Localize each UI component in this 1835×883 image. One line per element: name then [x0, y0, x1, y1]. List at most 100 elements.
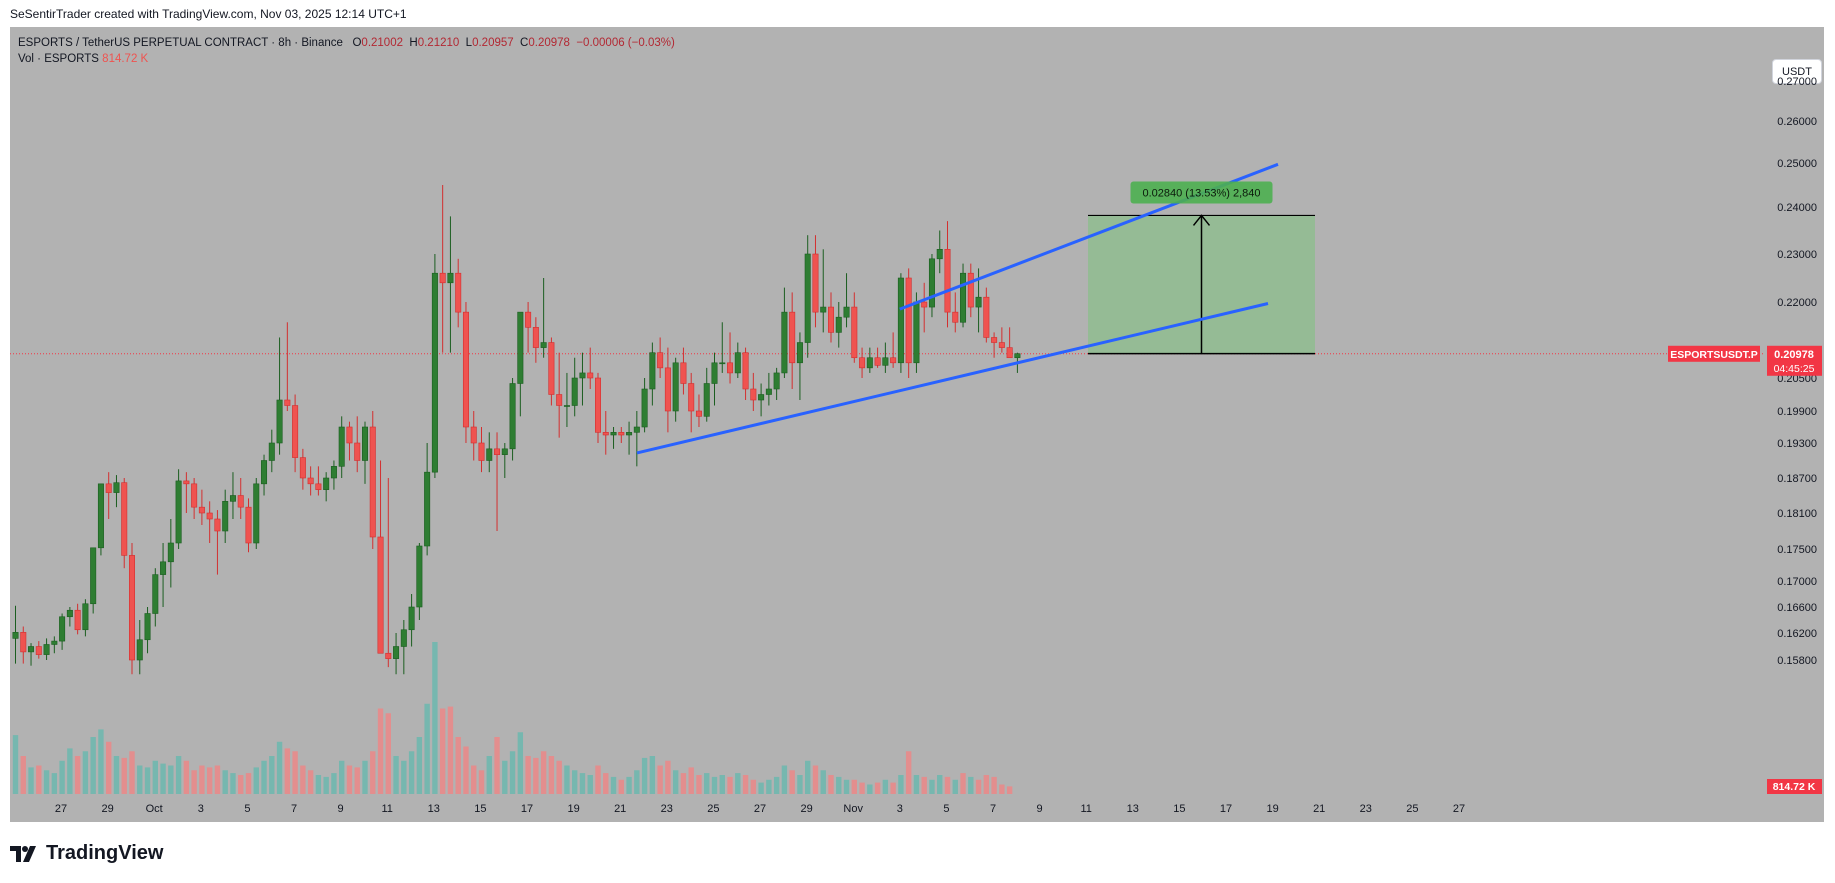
volume-bar: [828, 775, 834, 794]
candle: [206, 512, 213, 520]
volume-bar: [20, 756, 26, 794]
legend-low-value: 0.20957: [472, 37, 514, 49]
volume-bar: [548, 756, 555, 794]
candle: [129, 555, 136, 661]
time-axis[interactable]: 27 29 Oct 3 5 7 9 11 13 15 17 19 21 23 25 27 29 Nov 3 5 7 9 11…: [10, 794, 1765, 822]
volume-bar: [471, 765, 477, 794]
candle: [377, 536, 384, 654]
volume-bar: [610, 776, 617, 794]
candle: [991, 337, 998, 343]
volume-tag-bg: [1767, 779, 1822, 794]
volume-bar: [245, 773, 252, 794]
legend-open-label: O: [352, 37, 362, 49]
volume-bar: [331, 773, 337, 794]
candle: [361, 426, 368, 461]
candle: [688, 383, 695, 412]
candle: [812, 253, 819, 313]
tradingview-logo[interactable]: TradingView: [10, 842, 163, 865]
candle: [975, 296, 982, 308]
volume-bar: [867, 784, 873, 794]
volume-bar: [168, 765, 174, 794]
date-tick-label: 29: [800, 803, 812, 815]
volume-bar: [416, 737, 423, 794]
date-tick-label: 17: [521, 803, 533, 815]
volume-bar: [595, 765, 601, 794]
volume-bar: [820, 770, 826, 794]
date-tick-label: 5: [943, 803, 949, 815]
candle: [245, 506, 252, 544]
candle: [657, 352, 664, 369]
candle: [719, 362, 726, 365]
candle: [501, 448, 508, 455]
candle: [765, 388, 772, 395]
legend-symbol[interactable]: ESPORTS / TetherUS PERPETUAL CONTRACT · …: [18, 37, 343, 49]
candle: [928, 258, 935, 308]
legend-change: −0.00006 (−0.03%): [576, 37, 675, 49]
candle: [540, 342, 547, 348]
volume-bar: [191, 770, 197, 794]
volume-bar: [339, 760, 345, 794]
ticker-tag: ESPORTSUSDT.P: [1670, 349, 1758, 361]
candle: [936, 249, 943, 260]
chart-area[interactable]: 0.02840 (13.53%) 2,840 ESPORTSUSDT.P ESPO…: [10, 27, 1824, 822]
volume-bar: [773, 776, 780, 794]
volume-bar: [106, 741, 112, 794]
candle: [20, 632, 27, 653]
candle: [672, 362, 679, 412]
candle: [136, 639, 143, 661]
volume-bar: [851, 779, 857, 794]
volume-bar: [626, 776, 632, 794]
date-tick-label: 9: [1037, 803, 1043, 815]
volume-bar: [789, 770, 795, 794]
candle: [284, 399, 291, 406]
volume-bar: [921, 776, 927, 794]
legend-volume-label[interactable]: Vol · ESPORTS: [18, 53, 99, 65]
candle: [664, 367, 671, 412]
volume-bar: [688, 767, 694, 794]
date-tick-label: 27: [1453, 803, 1465, 815]
date-tick-label: 9: [338, 803, 344, 815]
volume-bar: [315, 775, 322, 794]
volume-bar: [913, 775, 920, 794]
candle: [261, 460, 268, 485]
volume-bar: [898, 775, 904, 794]
candle: [789, 311, 796, 364]
candle: [160, 561, 167, 575]
volume-bar: [991, 776, 997, 794]
volume-bar: [843, 779, 850, 794]
candle: [385, 652, 392, 659]
volume-bar: [750, 779, 757, 794]
candle: [548, 342, 555, 395]
volume-bar: [649, 756, 656, 794]
candle: [602, 432, 609, 436]
price-tick-label: 0.16200: [1777, 628, 1817, 640]
currency-button[interactable]: USDT: [1772, 59, 1822, 84]
volume-bar: [579, 773, 586, 794]
price-axis[interactable]: 0.27000 0.26000 0.25000 0.24000 0.23000 0.220…: [1765, 27, 1824, 822]
date-tick-label: 19: [567, 803, 579, 815]
candle: [641, 388, 648, 428]
candle: [494, 448, 501, 455]
volume-bar: [525, 756, 531, 794]
price-tick-label: 0.17000: [1777, 576, 1817, 588]
volume-bar: [890, 782, 896, 794]
candle: [268, 442, 275, 461]
candle: [843, 306, 850, 318]
candle: [874, 357, 881, 366]
candle: [400, 629, 407, 647]
candle: [835, 316, 842, 333]
volume-bar: [781, 765, 788, 794]
volume-bar: [603, 773, 609, 794]
candle: [890, 357, 897, 364]
price-tick-label: 0.25000: [1777, 158, 1817, 170]
volume-bar: [67, 748, 73, 794]
candle: [113, 482, 120, 493]
candle: [214, 518, 221, 532]
candle: [633, 426, 640, 433]
price-plot[interactable]: 0.02840 (13.53%) 2,840 ESPORTSUSDT.P: [10, 27, 1765, 794]
date-tick-label: 25: [707, 803, 719, 815]
candle: [393, 646, 400, 659]
price-tick-label: 0.15800: [1777, 655, 1817, 667]
candle: [315, 483, 322, 490]
price-tick-label: 0.27000: [1777, 76, 1817, 88]
